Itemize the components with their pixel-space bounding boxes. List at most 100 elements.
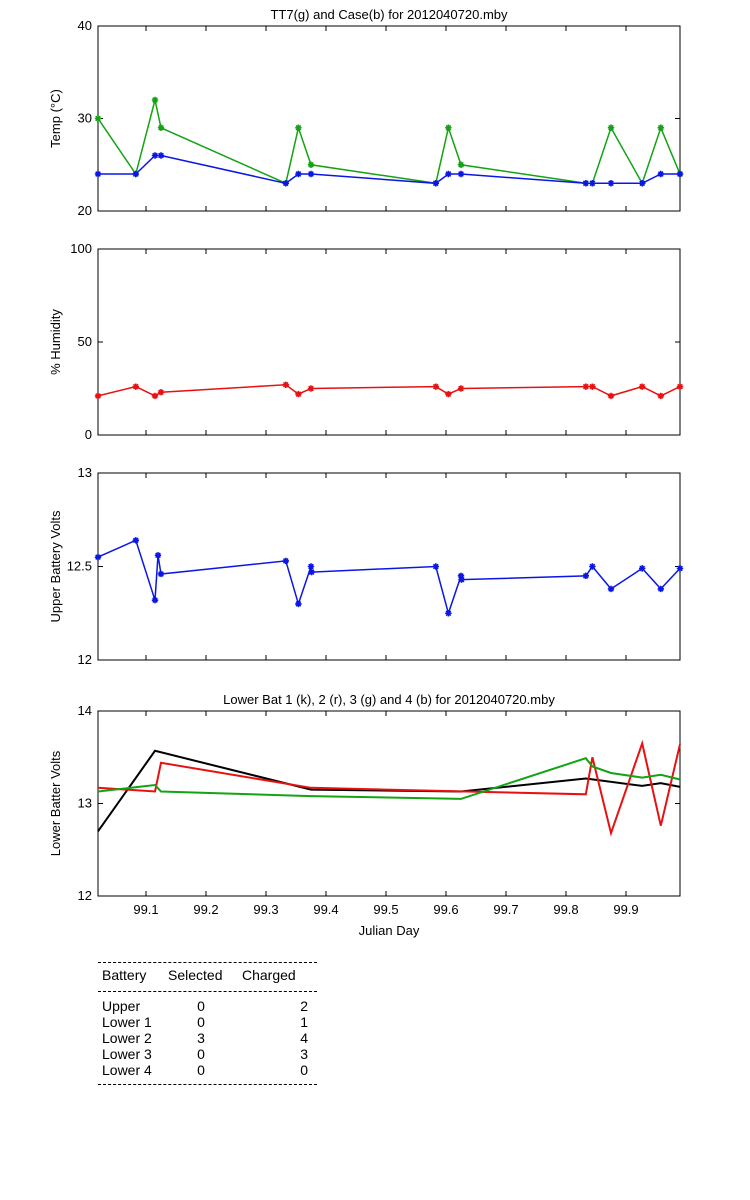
data-point (308, 568, 315, 576)
cell-battery: Lower 3 (102, 1046, 152, 1062)
data-point (657, 170, 664, 178)
x-tick-label: 99.6 (433, 902, 458, 917)
chart-title: TT7(g) and Case(b) for 2012040720.mby (270, 7, 508, 22)
battery-table: Battery Selected Charged Upper 0 2 Lower… (98, 962, 317, 1085)
series-line-humidity (97, 384, 681, 397)
y-tick-label: 50 (78, 334, 92, 349)
table-row: Lower 2 3 4 (102, 1030, 317, 1046)
series-line-upper (97, 539, 681, 616)
data-point (582, 572, 589, 580)
data-point (457, 161, 465, 168)
y-tick-label: 14 (78, 703, 92, 718)
table-rule-middle (98, 991, 317, 992)
data-point (157, 124, 165, 131)
chart-panel-2: 0 50 100 % Humidity (48, 241, 684, 442)
data-point (151, 392, 159, 400)
series-line-case (98, 154, 680, 185)
data-point (445, 124, 452, 131)
chart-panel-4: 12 13 14 99.1 99.2 99.3 99.4 99.5 99.6 99.7 99.8 99… (48, 692, 681, 938)
chart-panel-1: 20 30 40 TT7(g) and Case(b) for 2012040720.… (48, 7, 684, 218)
data-point (157, 389, 165, 396)
data-point (307, 170, 315, 178)
data-point (457, 385, 465, 392)
data-point (132, 170, 139, 178)
data-point (295, 170, 302, 178)
y-axis-label: Temp (°C) (48, 89, 63, 148)
y-tick-label: 13 (78, 465, 92, 480)
cell-charged: 0 (300, 1062, 308, 1078)
data-point (607, 124, 615, 131)
y-axis-label: Upper Battery Volts (48, 510, 63, 622)
data-point (295, 390, 302, 398)
data-point (295, 124, 302, 131)
cell-battery: Upper (102, 998, 141, 1014)
data-point (639, 565, 646, 572)
figure: 20 30 40 TT7(g) and Case(b) for 2012040720.… (48, 7, 684, 938)
data-point (676, 170, 684, 178)
data-point (432, 383, 439, 390)
x-tick-label: 99.5 (373, 902, 398, 917)
table-row: Lower 4 0 0 (102, 1062, 317, 1078)
cell-selected: 0 (197, 1046, 205, 1062)
cell-selected: 3 (197, 1030, 205, 1046)
data-point (639, 180, 646, 187)
data-point (94, 170, 102, 178)
cell-selected: 0 (197, 1062, 205, 1078)
data-point (582, 383, 589, 390)
y-tick-label: 12.5 (67, 559, 92, 574)
chart-panel-3: 12 12.5 13 Upper Battery Volts (48, 465, 684, 667)
header-battery: Battery (102, 967, 147, 983)
header-charged: Charged (242, 967, 296, 983)
data-point (607, 392, 615, 400)
data-point (151, 96, 159, 104)
y-tick-label: 30 (78, 111, 92, 126)
x-tick-label: 99.2 (193, 902, 218, 917)
data-point (307, 385, 315, 392)
data-point (445, 610, 452, 617)
cell-battery: Lower 1 (102, 1014, 152, 1030)
table-rule-bottom (98, 1084, 317, 1085)
data-point (445, 390, 452, 398)
x-tick-label: 99.4 (313, 902, 338, 917)
table-row: Lower 1 0 1 (102, 1014, 317, 1030)
cell-charged: 1 (300, 1014, 308, 1030)
plot-frame (97, 710, 681, 897)
data-point (657, 585, 664, 593)
data-point (607, 180, 615, 187)
y-tick-label: 100 (70, 241, 92, 256)
y-tick-label: 40 (78, 18, 92, 33)
data-point (94, 115, 102, 122)
data-point (295, 600, 302, 608)
y-axis-label: Lower Batter Volts (48, 750, 63, 856)
table-header-row: Battery Selected Charged (98, 963, 317, 991)
cell-selected: 0 (197, 1014, 205, 1030)
data-point (432, 563, 439, 570)
cell-charged: 3 (300, 1046, 308, 1062)
cell-battery: Lower 4 (102, 1062, 152, 1078)
data-point (307, 161, 315, 168)
data-point (151, 596, 159, 604)
data-point (607, 585, 615, 593)
y-tick-label: 12 (78, 888, 92, 903)
chart-title: Lower Bat 1 (k), 2 (r), 3 (g) and 4 (b) … (223, 692, 555, 707)
series-line-lower-2 (97, 739, 681, 837)
y-tick-label: 0 (85, 427, 92, 442)
data-point (282, 381, 289, 388)
table-row: Upper 0 2 (102, 998, 317, 1014)
y-tick-label: 20 (78, 203, 92, 218)
data-point (282, 557, 289, 565)
data-point (94, 392, 102, 400)
y-tick-label: 13 (78, 796, 92, 811)
data-point (639, 383, 646, 390)
cell-charged: 4 (300, 1030, 308, 1046)
data-point (94, 553, 102, 561)
x-tick-label: 99.1 (133, 902, 158, 917)
data-point (676, 565, 684, 572)
plot-frame (97, 248, 681, 436)
x-tick-label: 99.8 (553, 902, 578, 917)
y-tick-label: 12 (78, 652, 92, 667)
data-point (151, 152, 159, 159)
x-axis-label: Julian Day (359, 923, 420, 938)
data-point (657, 392, 664, 400)
table-row: Lower 3 0 3 (102, 1046, 317, 1062)
